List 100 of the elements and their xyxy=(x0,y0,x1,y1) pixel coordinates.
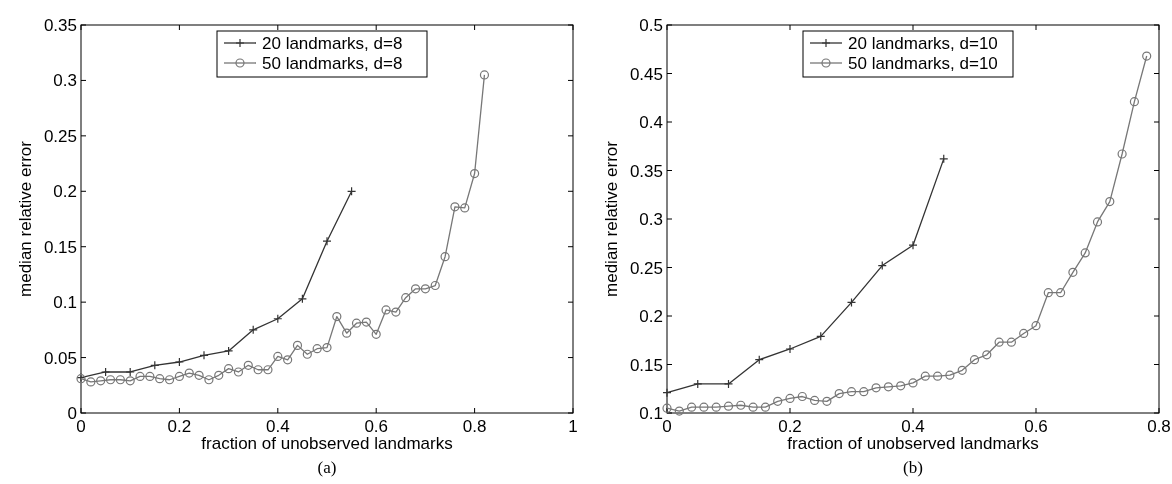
point xyxy=(283,355,293,365)
point xyxy=(1006,337,1016,347)
point xyxy=(1117,149,1127,159)
point xyxy=(194,370,204,380)
point xyxy=(662,403,672,413)
point xyxy=(957,365,967,375)
point xyxy=(86,377,96,387)
point xyxy=(748,402,758,412)
point xyxy=(479,70,490,80)
point xyxy=(871,383,881,393)
point xyxy=(224,346,234,356)
point xyxy=(253,365,263,375)
y-tick-label: 0.3 xyxy=(53,71,77,91)
y-tick-label: 0.4 xyxy=(639,113,663,132)
point xyxy=(1080,248,1090,258)
point xyxy=(135,371,145,382)
y-tick-label: 0.35 xyxy=(629,161,663,181)
y-tick-label: 0.15 xyxy=(629,355,663,375)
point xyxy=(420,284,430,294)
point xyxy=(342,328,352,338)
point xyxy=(785,344,795,354)
y-tick-label: 0.15 xyxy=(43,237,77,257)
point xyxy=(332,311,342,322)
y-tick-label: 0 xyxy=(67,404,77,423)
y-tick-label: 0.2 xyxy=(53,182,77,202)
point xyxy=(361,317,371,327)
point xyxy=(204,375,214,385)
point xyxy=(687,402,697,412)
point xyxy=(322,342,332,353)
x-tick-label: 0.8 xyxy=(462,417,487,436)
point xyxy=(969,355,980,365)
point xyxy=(982,350,992,360)
x-tick-label: 0.4 xyxy=(265,417,290,436)
y-tick-label: 0.35 xyxy=(43,16,77,35)
text: (b) xyxy=(903,458,923,477)
y-tick-label: 0.3 xyxy=(639,210,663,229)
point xyxy=(760,402,770,412)
y-tick-label: 0.2 xyxy=(639,307,663,326)
x-tick-label: 0.4 xyxy=(901,417,925,436)
point xyxy=(1129,97,1139,107)
point xyxy=(662,388,672,398)
point xyxy=(391,307,401,317)
point xyxy=(199,350,209,360)
point xyxy=(908,240,918,250)
point xyxy=(723,401,734,411)
x-tick-label: 0.6 xyxy=(1024,417,1048,436)
point xyxy=(933,371,943,381)
point xyxy=(312,344,322,354)
y-axis-title: median relative error xyxy=(16,140,35,297)
x-axis-title: fraction of unobserved landmarks xyxy=(787,434,1039,453)
point xyxy=(174,371,184,382)
point xyxy=(174,357,184,367)
point xyxy=(939,154,949,164)
point xyxy=(410,284,421,294)
x-tick-label: 0.6 xyxy=(364,417,389,436)
y-tick-label: 0.25 xyxy=(629,258,663,278)
point xyxy=(145,371,155,382)
point xyxy=(846,387,857,397)
point xyxy=(797,391,807,402)
point xyxy=(1031,321,1041,331)
y-tick-label: 0.45 xyxy=(629,64,663,84)
legend-label: 20 landmarks, d=8 xyxy=(262,34,403,53)
point xyxy=(773,396,783,406)
point xyxy=(1142,51,1152,61)
point xyxy=(351,318,362,328)
point xyxy=(248,325,258,335)
legend-label: 50 landmarks, d=10 xyxy=(848,54,998,73)
point xyxy=(693,379,703,389)
point xyxy=(1043,288,1053,298)
point xyxy=(711,402,721,412)
point xyxy=(302,349,312,359)
point xyxy=(859,387,869,397)
point xyxy=(1068,267,1078,277)
y-tick-label: 0.5 xyxy=(639,16,663,35)
point xyxy=(674,406,684,416)
point xyxy=(155,374,165,384)
point xyxy=(292,340,303,350)
point xyxy=(115,375,125,385)
x-axis-title: fraction of unobserved landmarks xyxy=(201,434,453,453)
point xyxy=(1056,288,1066,298)
point xyxy=(214,370,224,380)
point xyxy=(125,376,135,386)
x-tick-label: 1 xyxy=(568,417,578,436)
point xyxy=(945,370,955,380)
legend-label: 20 landmarks, d=10 xyxy=(848,34,998,53)
point xyxy=(723,379,734,389)
point xyxy=(785,393,795,404)
point xyxy=(460,203,470,213)
text: (a) xyxy=(317,458,337,477)
x-tick-label: 0.2 xyxy=(778,417,802,436)
point xyxy=(810,395,820,405)
point xyxy=(105,375,116,385)
point xyxy=(822,396,832,406)
point xyxy=(401,293,411,303)
point xyxy=(1092,217,1103,227)
point xyxy=(430,280,440,291)
point xyxy=(1105,196,1115,207)
point xyxy=(184,368,194,378)
point xyxy=(896,381,906,391)
point xyxy=(263,365,273,375)
